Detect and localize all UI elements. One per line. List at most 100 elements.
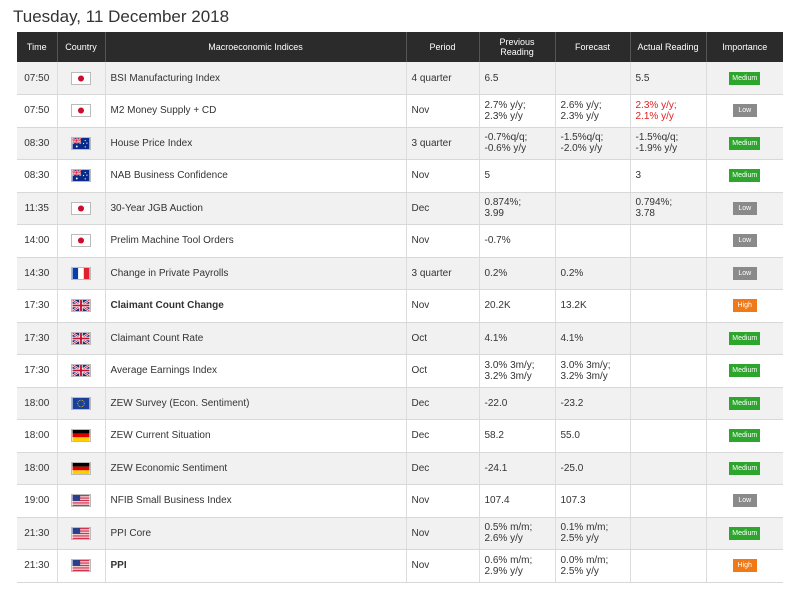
index-name-cell[interactable]: ZEW Current Situation [105, 419, 407, 453]
col-previous-header[interactable]: Previous Reading [479, 32, 556, 62]
actual-cell [630, 452, 707, 485]
time-cell: 21:30 [17, 549, 58, 583]
time-cell: 07:50 [17, 62, 58, 95]
us-flag-icon [71, 559, 91, 573]
table-row[interactable]: 07:50 BSI Manufacturing Index 4 quarter 6.5… [17, 62, 783, 95]
forecast-cell: 4.1% [555, 322, 631, 355]
time-cell: 11:35 [17, 192, 58, 225]
country-cell [57, 289, 106, 323]
index-name-cell[interactable]: ZEW Economic Sentiment [105, 452, 407, 485]
importance-badge: Medium [729, 136, 761, 150]
table-row[interactable]: 18:00 ZEW Survey (Econ. Sentiment) Dec -22.… [17, 387, 783, 420]
time-cell: 18:00 [17, 452, 58, 485]
index-name-cell[interactable]: Prelim Machine Tool Orders [105, 224, 407, 258]
index-name-cell[interactable]: House Price Index [105, 127, 407, 160]
country-cell [57, 484, 106, 518]
table-row[interactable]: 18:00 ZEW Current Situation Dec 58.2 55.0 Med… [17, 419, 783, 453]
actual-cell [630, 387, 707, 420]
importance-cell: Low [706, 224, 783, 258]
previous-cell: 3.0% 3m/y; 3.2% 3m/y [479, 354, 556, 388]
index-name-cell[interactable]: Claimant Count Change [105, 289, 407, 323]
forecast-cell: 55.0 [555, 419, 631, 453]
table-row[interactable]: 08:30 NAB Business Confidence Nov 5 3 Medium [17, 159, 783, 193]
forecast-cell [555, 224, 631, 258]
period-cell: Dec [406, 192, 480, 225]
table-row[interactable]: 11:35 30-Year JGB Auction Dec 0.874%; 3.99 0.… [17, 192, 783, 225]
forecast-cell: -23.2 [555, 387, 631, 420]
importance-badge: Low [732, 234, 757, 248]
period-cell: Nov [406, 224, 480, 258]
time-cell: 19:00 [17, 484, 58, 518]
country-cell [57, 192, 106, 225]
eu-flag-icon [71, 396, 91, 410]
table-row[interactable]: 21:30 PPI Nov 0.6% m/m; 2.9% y/y 0.0% m/m; 2.5… [17, 549, 783, 583]
actual-cell [630, 354, 707, 388]
index-name-cell[interactable]: PPI [105, 549, 407, 583]
importance-badge: Low [732, 266, 757, 280]
importance-badge: High [732, 559, 757, 573]
table-row[interactable]: 14:30 Change in Private Payrolls 3 quarter… [17, 257, 783, 290]
table-row[interactable]: 19:00 NFIB Small Business Index Nov 107.4 10… [17, 484, 783, 518]
index-name-cell[interactable]: BSI Manufacturing Index [105, 62, 407, 95]
col-period-header[interactable]: Period [406, 32, 480, 62]
table-row[interactable]: 17:30 Claimant Count Rate Oct 4.1% 4.1% Mediu… [17, 322, 783, 355]
time-cell: 14:00 [17, 224, 58, 258]
col-country-header[interactable]: Country [57, 32, 106, 62]
au-flag-icon [71, 169, 91, 183]
period-cell: Dec [406, 452, 480, 485]
de-flag-icon [71, 461, 91, 475]
importance-badge: High [732, 299, 757, 313]
index-name-cell[interactable]: Average Earnings Index [105, 354, 407, 388]
actual-cell: 3 [630, 159, 707, 193]
index-name-cell[interactable]: NAB Business Confidence [105, 159, 407, 193]
index-name-cell[interactable]: Claimant Count Rate [105, 322, 407, 355]
country-cell [57, 549, 106, 583]
table-row[interactable]: 07:50 M2 Money Supply + CD Nov 2.7% y/y; 2.3… [17, 94, 783, 128]
table-row[interactable]: 17:30 Average Earnings Index Oct 3.0% 3m/y;… [17, 354, 783, 388]
col-time-header[interactable]: Time [17, 32, 58, 62]
time-cell: 18:00 [17, 419, 58, 453]
jp-flag-icon [71, 104, 91, 118]
table-row[interactable]: 17:30 Claimant Count Change Nov 20.2K 13.2K H… [17, 289, 783, 323]
period-cell: Oct [406, 354, 480, 388]
importance-cell: Medium [706, 387, 783, 420]
table-row[interactable]: 14:00 Prelim Machine Tool Orders Nov -0.7% L… [17, 224, 783, 258]
importance-cell: Medium [706, 159, 783, 193]
importance-cell: Medium [706, 419, 783, 453]
importance-badge: Medium [729, 429, 761, 443]
table-row[interactable]: 08:30 House Price Index 3 quarter -0.7%q/q;… [17, 127, 783, 160]
index-name-cell[interactable]: NFIB Small Business Index [105, 484, 407, 518]
au-flag-icon [71, 136, 91, 150]
index-name-cell[interactable]: ZEW Survey (Econ. Sentiment) [105, 387, 407, 420]
col-forecast-header[interactable]: Forecast [555, 32, 631, 62]
actual-cell: -1.5%q/q; -1.9% y/y [630, 127, 707, 160]
previous-cell: -0.7% [479, 224, 556, 258]
table-row[interactable]: 18:00 ZEW Economic Sentiment Dec -24.1 -25.0… [17, 452, 783, 485]
economic-calendar-table: Time Country Macroeconomic Indices Perio… [17, 32, 783, 583]
time-cell: 08:30 [17, 127, 58, 160]
period-cell: Dec [406, 419, 480, 453]
us-flag-icon [71, 494, 91, 508]
col-importance-header[interactable]: Importance [706, 32, 783, 62]
country-cell [57, 517, 106, 550]
index-name-cell[interactable]: M2 Money Supply + CD [105, 94, 407, 128]
country-cell [57, 127, 106, 160]
table-row[interactable]: 21:30 PPI Core Nov 0.5% m/m; 2.6% y/y 0.1% m/… [17, 517, 783, 550]
country-cell [57, 322, 106, 355]
previous-cell: 58.2 [479, 419, 556, 453]
col-index-header[interactable]: Macroeconomic Indices [105, 32, 407, 62]
importance-badge: Medium [729, 169, 761, 183]
page-title: Tuesday, 11 December 2018 [13, 7, 230, 26]
previous-cell: 4.1% [479, 322, 556, 355]
index-name-cell[interactable]: PPI Core [105, 517, 407, 550]
actual-cell: 5.5 [630, 62, 707, 95]
forecast-cell: -1.5%q/q; -2.0% y/y [555, 127, 631, 160]
index-name-cell[interactable]: 30-Year JGB Auction [105, 192, 407, 225]
index-name-cell[interactable]: Change in Private Payrolls [105, 257, 407, 290]
actual-cell [630, 224, 707, 258]
col-actual-header[interactable]: Actual Reading [630, 32, 707, 62]
previous-cell: 2.7% y/y; 2.3% y/y [479, 94, 556, 128]
importance-cell: Medium [706, 322, 783, 355]
period-cell: Nov [406, 289, 480, 323]
forecast-cell: 13.2K [555, 289, 631, 323]
